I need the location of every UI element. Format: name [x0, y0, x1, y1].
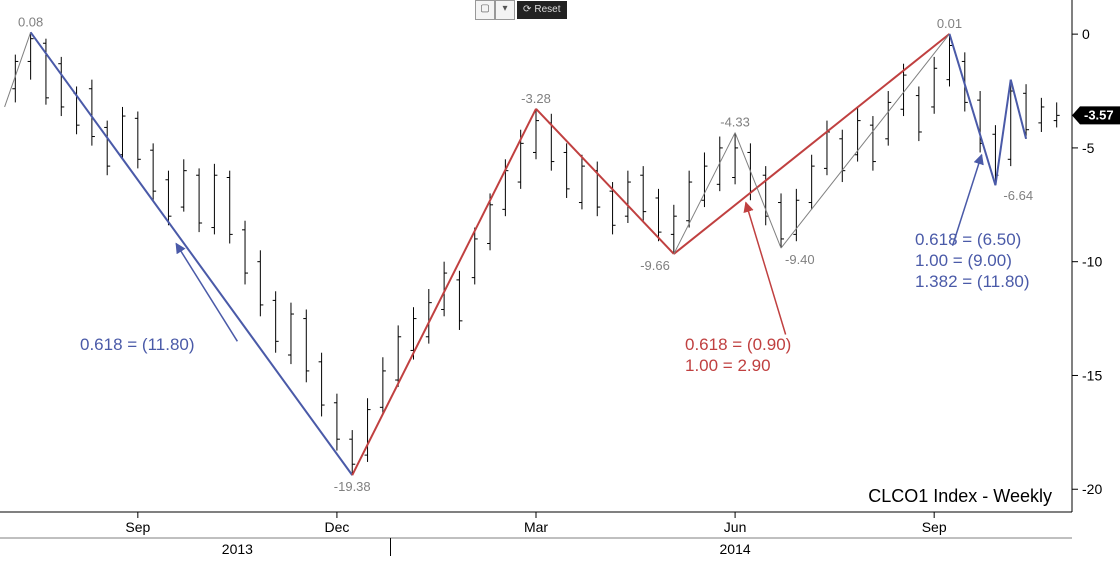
- y-tick-label: -5: [1082, 140, 1095, 156]
- reset-button[interactable]: ⟳Reset: [517, 1, 567, 19]
- swing-line: [949, 34, 995, 185]
- x-tick-label: Sep: [125, 519, 150, 535]
- swing-line: [536, 109, 674, 254]
- chart-toolbar: ▢ ▾ ⟳Reset: [475, 0, 567, 20]
- reset-button-label: Reset: [534, 4, 560, 15]
- swing-line: [352, 109, 536, 475]
- swing-line: [735, 133, 781, 248]
- chart-container: ▢ ▾ ⟳Reset 0 -5 -10 -15 -20 Sep Dec Mar Jun Sep 20…: [0, 0, 1120, 565]
- y-tick-label: 0: [1082, 26, 1090, 42]
- annotation-arrow: [176, 243, 237, 341]
- swing-point-label: 0.01: [937, 16, 962, 31]
- swing-point-label: -9.66: [640, 258, 670, 273]
- swing-point-label: -19.38: [334, 479, 371, 494]
- toolbar-tile-icon[interactable]: ▢: [475, 0, 495, 20]
- swing-point-label: -9.40: [785, 252, 815, 267]
- swing-line: [674, 133, 735, 254]
- reset-icon: ⟳: [523, 1, 531, 19]
- x-tick-label: Jun: [724, 519, 747, 535]
- swing-point-label: -3.28: [521, 91, 551, 106]
- fib-annotation: 0.618 = (0.90): [685, 335, 791, 354]
- fib-annotation: 0.618 = (6.50): [915, 230, 1021, 249]
- swing-line: [781, 34, 949, 248]
- swing-line: [674, 34, 950, 254]
- swing-line: [31, 32, 353, 475]
- x-year-label: 2014: [720, 541, 751, 557]
- price-tag-label: -3.57: [1084, 107, 1114, 122]
- x-year-label: 2013: [222, 541, 253, 557]
- swing-point-label: -6.64: [1003, 188, 1033, 203]
- y-tick-label: -10: [1082, 254, 1102, 270]
- toolbar-dropdown-icon[interactable]: ▾: [495, 0, 515, 20]
- x-tick-label: Mar: [524, 519, 548, 535]
- fib-annotation: 1.382 = (11.80): [915, 272, 1030, 291]
- x-tick-label: Sep: [922, 519, 947, 535]
- chart-title: CLCO1 Index - Weekly: [868, 486, 1052, 506]
- swing-line: [5, 32, 31, 107]
- swing-line: [1011, 80, 1026, 139]
- fib-annotation: 1.00 = (9.00): [915, 251, 1012, 270]
- y-tick-label: -20: [1082, 481, 1102, 497]
- swing-point-label: 0.08: [18, 14, 43, 29]
- price-chart: 0 -5 -10 -15 -20 Sep Dec Mar Jun Sep 2013 2014 0.08 -…: [0, 0, 1120, 565]
- fib-annotation: 0.618 = (11.80): [80, 335, 195, 354]
- swing-line: [995, 80, 1010, 186]
- y-tick-label: -15: [1082, 367, 1102, 383]
- x-tick-label: Dec: [324, 519, 349, 535]
- swing-point-label: -4.33: [720, 115, 750, 130]
- fib-annotation: 1.00 = 2.90: [685, 356, 771, 375]
